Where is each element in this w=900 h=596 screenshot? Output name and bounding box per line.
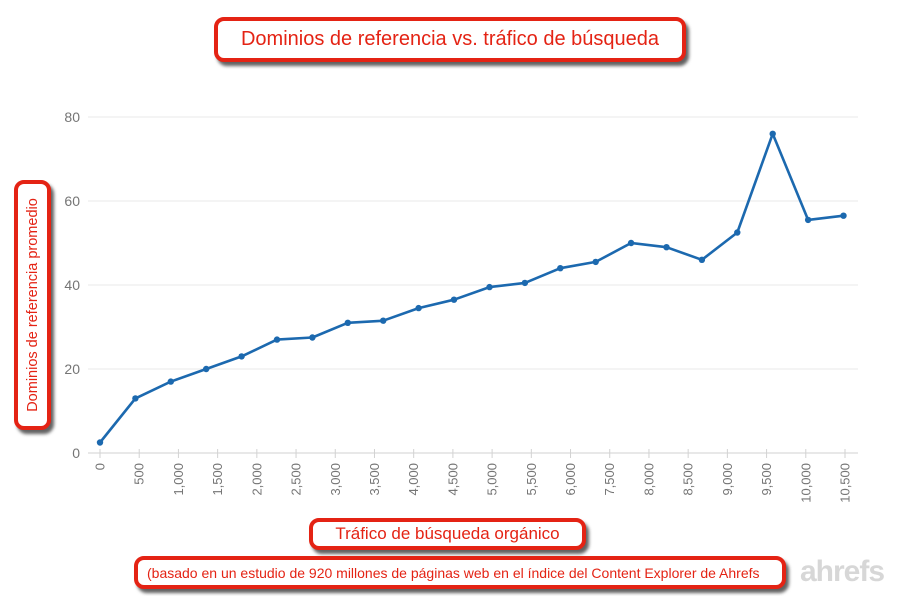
x-tick-label: 5,000	[485, 463, 500, 496]
caption-text: (basado en un estudio de 920 millones de…	[147, 564, 760, 581]
y-axis-label-box: Dominios de referencia promedio	[14, 180, 51, 430]
data-point	[344, 319, 351, 326]
data-point	[698, 256, 706, 263]
x-tick-label: 6,000	[563, 463, 578, 496]
y-tick-label: 80	[64, 109, 80, 125]
line-chart: 0 20 40 60 80 0 500 1,000 1,500 2,000 2,500 3,000 3,…	[64, 109, 858, 503]
x-tick-label: 500	[132, 463, 147, 485]
data-point	[415, 304, 422, 312]
data-line	[98, 132, 845, 444]
ahrefs-logo: ahrefs	[799, 555, 885, 588]
x-tick-label: 3,000	[328, 463, 343, 496]
data-point	[167, 378, 174, 385]
data-point	[840, 212, 847, 219]
data-point	[132, 395, 139, 402]
x-tick-label: 9,000	[720, 463, 735, 496]
x-tick-label: 2,500	[289, 463, 304, 496]
data-point	[309, 334, 316, 341]
chart-title: Dominios de referencia vs. tráfico de bú…	[240, 28, 659, 50]
data-point	[273, 336, 281, 343]
data-point	[238, 353, 245, 360]
y-tick-label: 0	[72, 445, 80, 461]
x-tick-label: 2,000	[249, 463, 264, 496]
x-tick-label: 1,500	[210, 463, 225, 496]
x-tick-label: 7,500	[602, 463, 617, 496]
data-point	[627, 239, 635, 247]
x-tick-label: 8,000	[641, 463, 656, 496]
x-tick-label: 4,000	[406, 463, 421, 496]
x-tick-label: 10,500	[838, 463, 853, 503]
data-point	[203, 365, 210, 373]
x-axis-label: Tráfico de búsqueda orgánico	[335, 524, 560, 543]
x-tick-label: 3,500	[367, 463, 382, 496]
y-axis-label: Dominios de referencia promedio	[24, 198, 41, 412]
data-point	[380, 317, 387, 324]
data-point	[592, 258, 599, 266]
data-point	[521, 279, 529, 287]
x-tick-label: 8,500	[681, 463, 696, 496]
x-axis-label-box: Tráfico de búsqueda orgánico	[309, 518, 586, 550]
data-point	[663, 244, 670, 251]
x-tick-label: 9,500	[759, 463, 774, 496]
data-point	[557, 265, 564, 272]
y-tick-label: 40	[64, 277, 80, 293]
data-point	[769, 130, 776, 137]
y-tick-label: 60	[64, 193, 80, 209]
x-tick-label: 4,500	[445, 463, 460, 496]
x-tick-label: 5,500	[524, 463, 539, 496]
data-point	[450, 296, 458, 303]
data-point	[804, 216, 812, 224]
y-tick-label: 20	[64, 361, 80, 377]
data-point	[486, 283, 493, 291]
x-tick-label: 1,000	[171, 463, 186, 496]
x-tick-label: 10,000	[798, 463, 813, 503]
data-point	[734, 229, 741, 236]
chart-title-box: Dominios de referencia vs. tráfico de bú…	[214, 17, 686, 62]
x-tick-label: 0	[93, 463, 108, 470]
data-point	[96, 439, 104, 446]
caption-box: (basado en un estudio de 920 millones de…	[134, 556, 786, 589]
